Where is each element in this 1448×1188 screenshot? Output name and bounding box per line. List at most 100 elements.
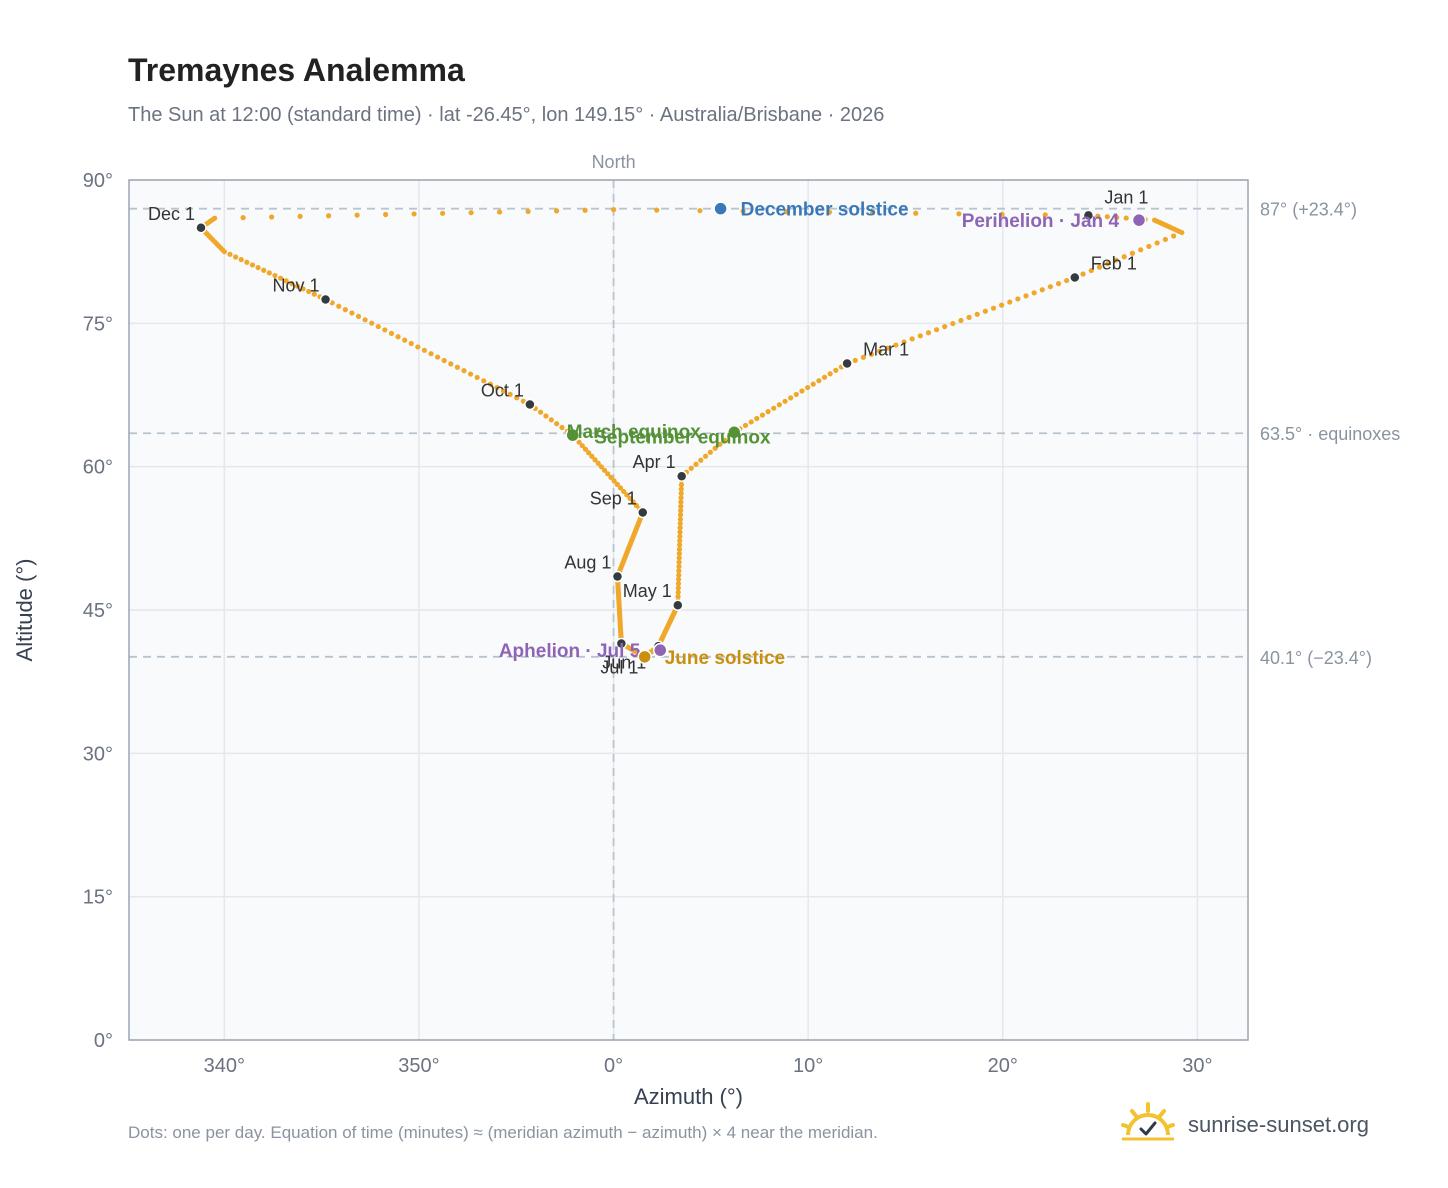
month-marker <box>524 398 536 411</box>
daily-dot <box>675 576 682 583</box>
daily-dot <box>833 367 839 373</box>
daily-dot <box>369 320 375 326</box>
daily-dot <box>272 272 278 279</box>
y-tick-label: 60° <box>83 457 113 479</box>
daily-dot <box>707 449 713 455</box>
month-label: Nov 1 <box>273 275 320 295</box>
daily-dot <box>474 374 480 381</box>
event-marker <box>1131 212 1147 228</box>
daily-dot <box>617 485 624 491</box>
daily-dot <box>342 307 348 313</box>
daily-dot <box>411 211 417 217</box>
daily-dot <box>675 594 681 600</box>
daily-dot <box>676 555 682 561</box>
daily-dot <box>742 422 749 428</box>
daily-dot <box>354 212 360 218</box>
daily-dot <box>255 264 261 271</box>
y-tick-label: 75° <box>83 313 113 335</box>
daily-dot <box>676 572 682 578</box>
daily-dot <box>448 361 454 367</box>
daily-dot <box>382 327 388 333</box>
daily-dot <box>554 421 560 427</box>
daily-dot <box>654 207 660 213</box>
daily-dot <box>810 381 816 387</box>
daily-dot <box>678 508 684 514</box>
event-marker <box>565 427 580 443</box>
daily-dot <box>942 324 948 330</box>
daily-dot <box>688 465 694 471</box>
daily-dot <box>676 546 683 552</box>
daily-dot <box>765 409 771 415</box>
daily-dot <box>605 471 611 477</box>
month-label: May 1 <box>623 581 672 601</box>
x-tick-label: 0° <box>604 1055 623 1077</box>
daily-dot <box>336 303 342 309</box>
daily-dot <box>362 317 368 323</box>
daily-dot <box>1031 290 1037 296</box>
daily-dot <box>776 402 782 408</box>
month-marker <box>319 293 332 306</box>
footnote: Dots: one per day. Equation of time (min… <box>128 1123 878 1142</box>
month-label: Sep 1 <box>590 489 637 509</box>
daily-dot <box>1105 261 1111 267</box>
daily-dot <box>869 210 876 216</box>
y-tick-label: 45° <box>83 600 113 622</box>
daily-dot <box>1121 254 1127 260</box>
daily-dot <box>487 381 493 387</box>
daily-dot <box>676 559 682 565</box>
daily-dot <box>982 308 988 314</box>
daily-dot <box>633 502 639 509</box>
daily-dot <box>1023 293 1029 299</box>
daily-dot <box>627 495 633 502</box>
daily-dot <box>1123 215 1129 221</box>
daily-dot <box>300 286 306 292</box>
daily-dot <box>816 378 822 384</box>
daily-dot <box>454 364 460 370</box>
daily-dot <box>543 413 549 419</box>
daily-dot <box>227 251 233 257</box>
month-label: Mar 1 <box>863 339 909 359</box>
daily-dot <box>1179 229 1185 236</box>
daily-dot <box>693 461 699 467</box>
event-label: December solstice <box>741 200 909 221</box>
reference-lines: North 87° (+23.4°) 63.5° · equinoxes 40.1° … <box>129 152 1400 1040</box>
daily-dot <box>269 214 275 220</box>
daily-dot <box>675 585 681 591</box>
daily-dot <box>601 467 608 473</box>
daily-dot <box>582 207 588 213</box>
daily-dot <box>610 207 617 213</box>
daily-dot <box>395 334 401 340</box>
daily-dot <box>589 453 595 459</box>
daily-dot <box>783 209 789 215</box>
daily-dot <box>827 371 833 377</box>
daily-dot <box>893 342 899 348</box>
daily-dot <box>913 210 919 216</box>
month-marker <box>841 357 853 370</box>
daily-dot <box>481 378 487 384</box>
daily-dot <box>439 210 446 216</box>
daily-dot <box>408 340 414 347</box>
daily-dot <box>240 215 246 221</box>
daily-dot <box>675 581 682 587</box>
daily-dot <box>676 563 682 570</box>
daily-dot <box>678 486 684 492</box>
daily-dot <box>579 443 585 449</box>
x-tick-label: 30° <box>1182 1055 1212 1077</box>
daily-dot <box>1095 213 1101 219</box>
y-tick-label: 15° <box>83 887 113 909</box>
daily-dot <box>799 388 805 394</box>
plot-frame <box>128 179 1249 1041</box>
daily-dot <box>782 398 788 404</box>
daily-dot <box>826 209 833 215</box>
daily-dot <box>1096 264 1103 270</box>
month-marker <box>672 599 684 611</box>
brand-name: sunrise-sunset.org <box>1188 1112 1369 1137</box>
daily-dot <box>375 323 381 330</box>
chart-subtitle: The Sun at 12:00 (standard time) · lat -… <box>128 104 885 126</box>
meridian-label: North <box>592 152 636 172</box>
daily-dot <box>748 419 754 425</box>
event-label: March equinox <box>567 422 702 443</box>
brand[interactable]: sunrise-sunset.org <box>1120 1101 1369 1147</box>
daily-dot <box>428 351 434 357</box>
y-tick-label: 90° <box>83 170 113 192</box>
